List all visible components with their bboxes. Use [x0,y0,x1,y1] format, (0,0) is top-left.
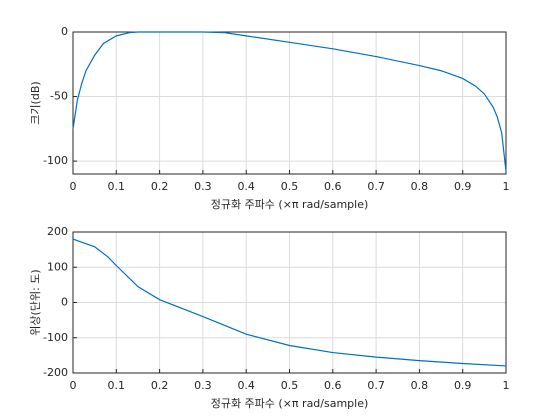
x-tick-label: 0.1 [108,379,126,392]
x-tick-label: 0.3 [194,379,212,392]
x-tick-label: 0.8 [411,180,429,193]
y-tick-label: -50 [50,90,68,103]
x-tick-label: 1 [503,180,510,193]
x-axis-label: 정규화 주파수 (×π rad/sample) [211,397,369,410]
x-tick-label: 0.6 [324,379,342,392]
x-tick-label: 0.2 [151,180,169,193]
x-tick-label: 0.1 [108,180,126,193]
x-tick-label: 0.5 [281,379,299,392]
y-tick-label: 0 [61,296,68,309]
y-tick-label: 0 [61,25,68,38]
x-tick-label: 0.4 [237,379,255,392]
x-tick-label: 0.8 [411,379,429,392]
y-axis-label: 크기(dB) [29,81,42,124]
x-tick-label: 0 [70,180,77,193]
y-tick-label: -100 [43,154,68,167]
x-tick-label: 0 [70,379,77,392]
x-tick-label: 0.3 [194,180,212,193]
x-tick-label: 0.7 [367,180,385,193]
x-tick-label: 1 [503,379,510,392]
x-tick-label: 0.9 [454,180,472,193]
y-axis-label: 위상(단위: 도) [29,269,42,335]
x-tick-label: 0.9 [454,379,472,392]
axes-box [72,31,507,175]
x-tick-label: 0.5 [281,180,299,193]
x-tick-label: 0.6 [324,180,342,193]
axes-box [72,231,507,374]
x-tick-label: 0.4 [237,180,255,193]
line-series [72,238,507,367]
x-axis-label: 정규화 주파수 (×π rad/sample) [211,198,369,211]
y-tick-label: 200 [47,225,68,238]
line-series [72,31,507,172]
y-tick-label: -200 [43,366,68,379]
y-tick-label: 100 [47,260,68,273]
y-tick-label: -100 [43,331,68,344]
x-tick-label: 0.7 [367,379,385,392]
x-tick-label: 0.2 [151,379,169,392]
